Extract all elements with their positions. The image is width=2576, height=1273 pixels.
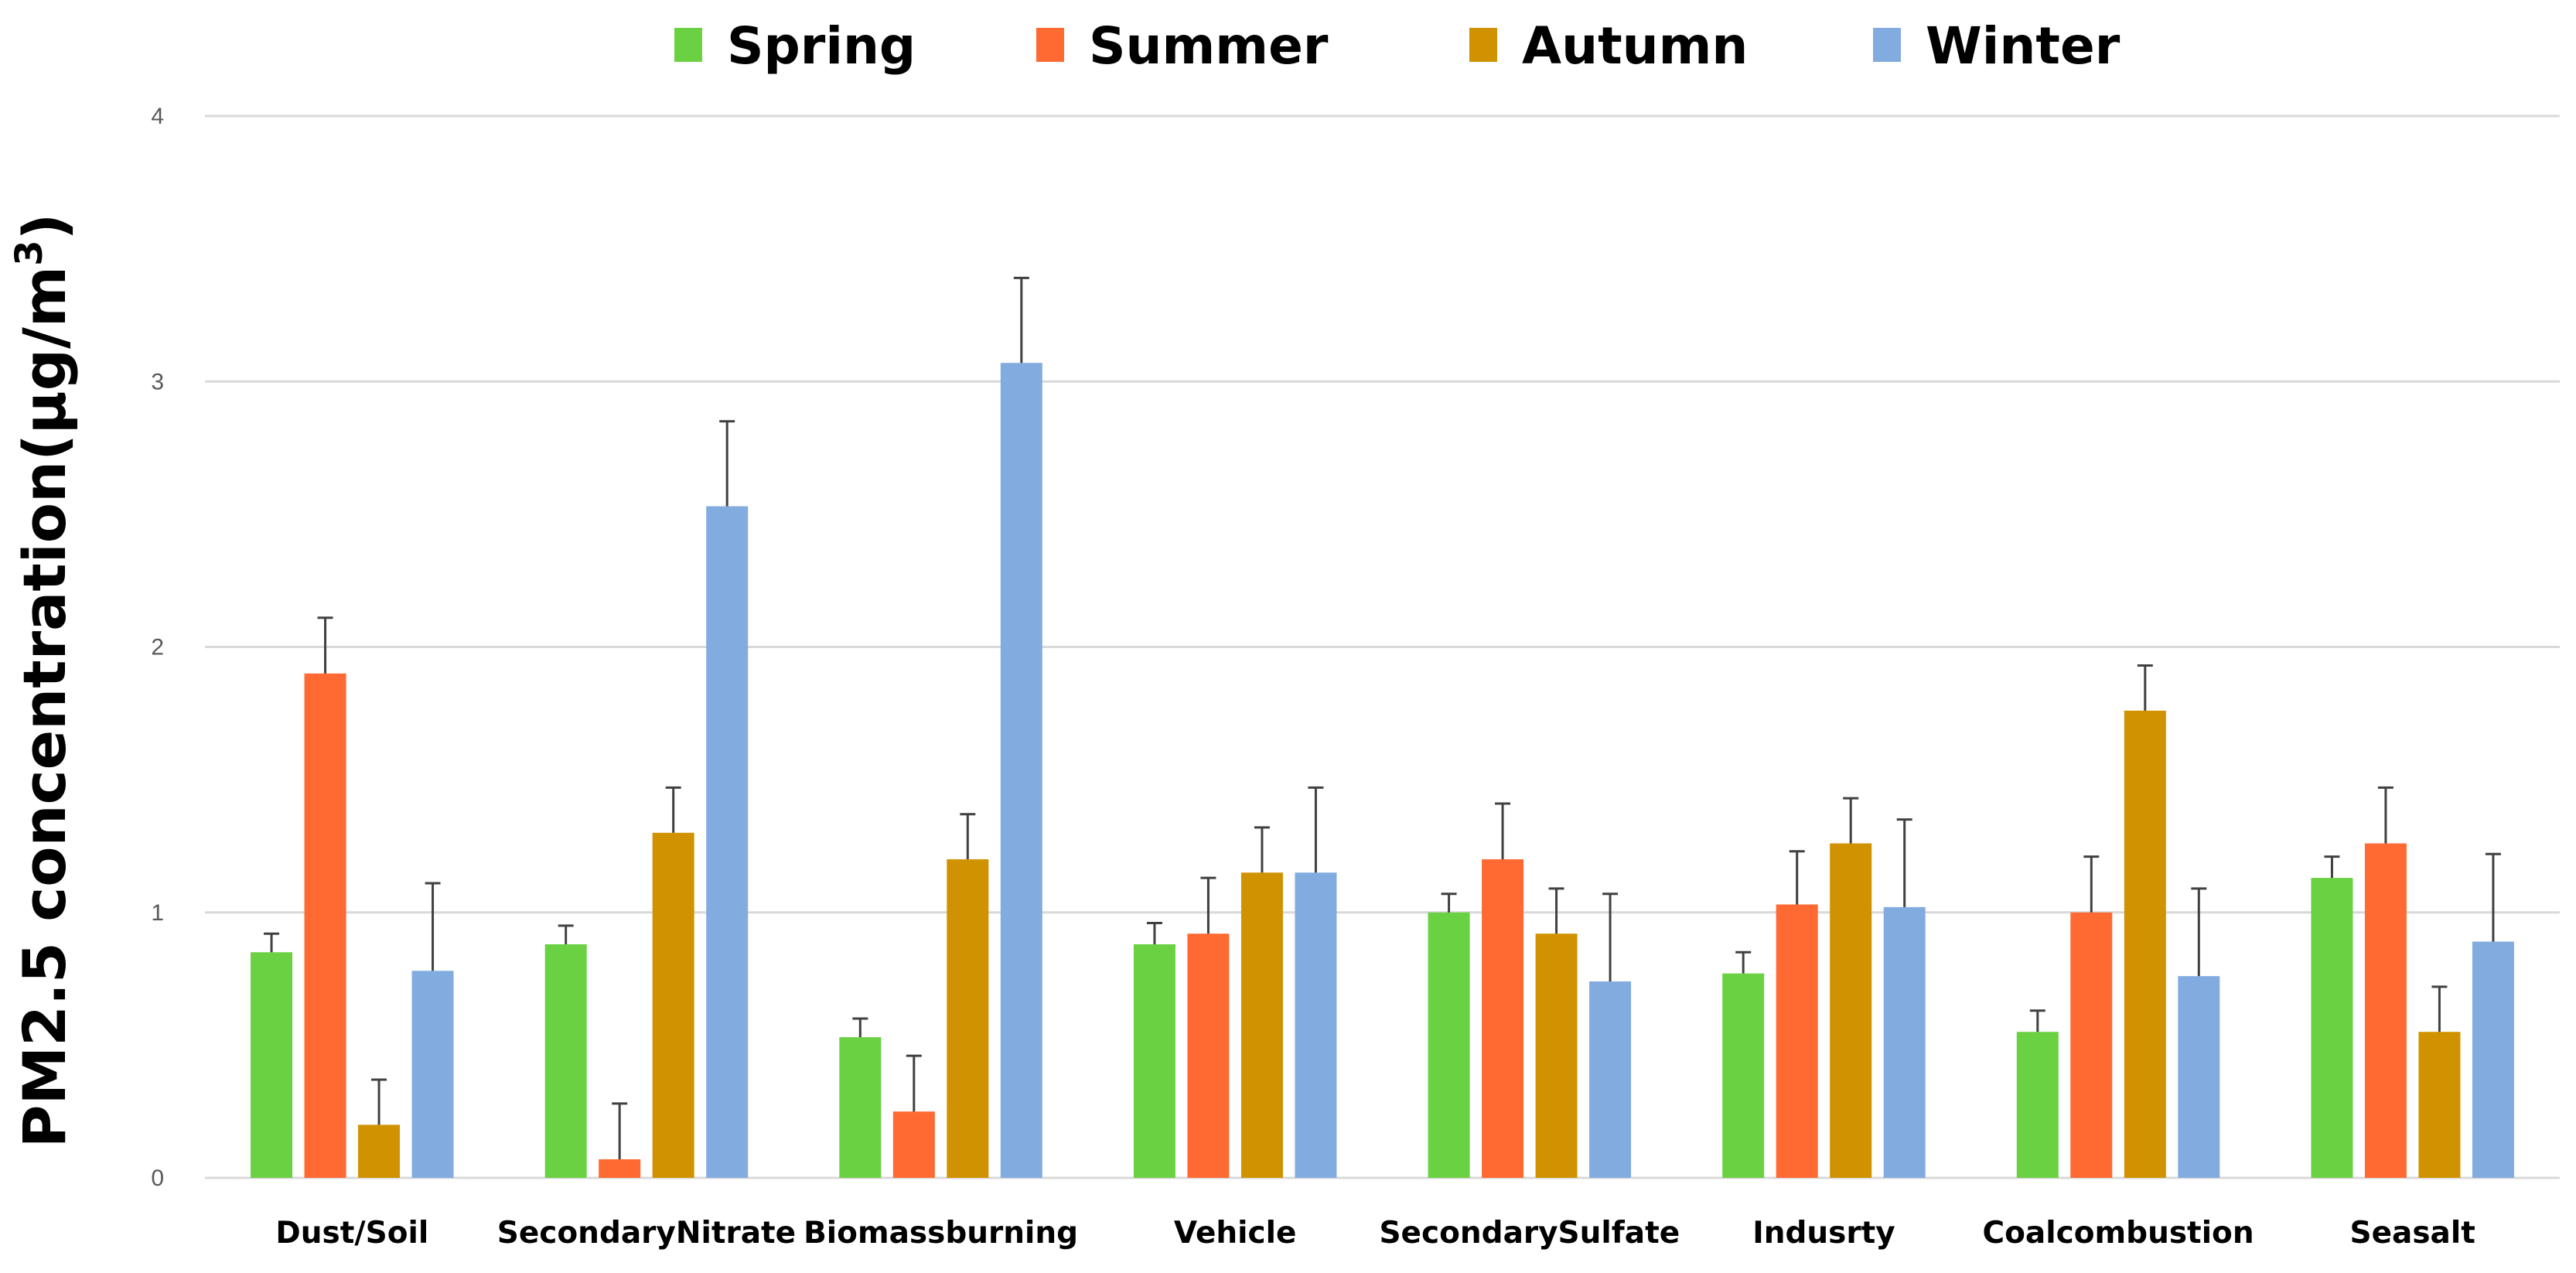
y-tick-label: 2 (151, 635, 164, 660)
legend-label-autumn: Autumn (1522, 16, 1748, 76)
bar-autumn (947, 859, 989, 1178)
x-tick-label: Seasalt (2349, 1216, 2475, 1251)
bar-spring (1722, 973, 1765, 1178)
bar-autumn (1535, 933, 1578, 1178)
bar-winter (2178, 976, 2220, 1178)
x-tick-label: Coalcombustion (1983, 1216, 2254, 1251)
bar-spring (251, 952, 293, 1178)
bar-autumn (1830, 843, 1872, 1178)
bar-autumn (1240, 872, 1283, 1178)
y-axis-ticks: 0 1 2 3 4 (151, 104, 164, 1191)
y-tick-label: 4 (151, 104, 164, 129)
bar-spring (2016, 1032, 2059, 1178)
bar-autumn (652, 832, 694, 1178)
bar-winter (1883, 906, 1926, 1178)
bar-winter (1295, 872, 1337, 1178)
x-tick-label: Biomassburning (804, 1216, 1078, 1251)
x-tick-label: Dust/Soil (275, 1216, 428, 1251)
y-tick-label: 3 (151, 369, 164, 394)
bar-spring (839, 1037, 882, 1178)
legend-swatch-summer (1036, 28, 1064, 62)
bar-autumn (2124, 710, 2166, 1178)
bar-summer (2364, 843, 2407, 1178)
bar-summer (1482, 859, 1524, 1178)
y-tick-label: 0 (151, 1165, 164, 1191)
legend-swatch-autumn (1469, 28, 1497, 62)
bar-spring (1133, 944, 1175, 1178)
bar-summer (1776, 904, 1818, 1178)
bar-winter (1589, 981, 1632, 1178)
bar-summer (892, 1111, 935, 1178)
y-tick-label: 1 (151, 900, 164, 926)
x-tick-label: SecondarySulfate (1379, 1216, 1680, 1251)
bars (251, 363, 2514, 1178)
error-bars (264, 276, 2501, 1159)
bar-summer (304, 673, 346, 1178)
bar-spring (544, 944, 587, 1178)
y-axis-label-superscript: 3 (8, 241, 51, 266)
legend-swatch-spring (674, 28, 702, 62)
y-axis-label-text: PM2.5 concentration(µg/m (10, 266, 79, 1148)
y-axis-label: PM2.5 concentration(µg/m3) (8, 213, 79, 1148)
y-axis-label-suffix: ) (10, 213, 79, 241)
legend-label-winter: Winter (1926, 16, 2121, 76)
x-tick-label: SecondaryNitrate (497, 1216, 796, 1251)
bar-winter (706, 506, 749, 1178)
x-axis-labels: Dust/Soil SecondaryNitrate Biomassburning V… (275, 1216, 2475, 1251)
bar-winter (411, 971, 454, 1178)
bar-autumn (358, 1125, 401, 1178)
bar-summer (1187, 933, 1230, 1178)
gridlines (205, 114, 2560, 1179)
bar-summer (599, 1159, 641, 1178)
bar-summer (2070, 912, 2113, 1178)
bar-winter (1000, 363, 1042, 1178)
bar-autumn (2418, 1032, 2461, 1178)
x-tick-label: Vehicle (1174, 1216, 1297, 1251)
x-tick-label: Indusrty (1752, 1216, 1895, 1251)
legend-label-summer: Summer (1089, 16, 1329, 76)
bar-spring (1428, 912, 1470, 1178)
legend-label-spring: Spring (727, 16, 916, 76)
legend-swatch-winter (1873, 28, 1901, 62)
bar-spring (2311, 878, 2353, 1178)
bar-winter (2472, 941, 2514, 1178)
legend: Spring Summer Autumn Winter (674, 16, 2121, 76)
